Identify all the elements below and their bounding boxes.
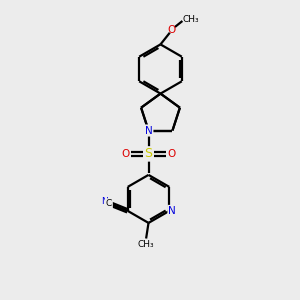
Text: N: N — [145, 125, 152, 136]
Text: C: C — [106, 199, 112, 208]
Text: S: S — [145, 147, 152, 161]
Text: N: N — [168, 206, 176, 216]
Text: O: O — [121, 149, 129, 159]
Text: CH₃: CH₃ — [182, 15, 199, 24]
Text: O: O — [168, 149, 176, 159]
Text: N: N — [101, 197, 108, 206]
Text: CH₃: CH₃ — [138, 240, 154, 249]
Text: O: O — [168, 25, 176, 35]
